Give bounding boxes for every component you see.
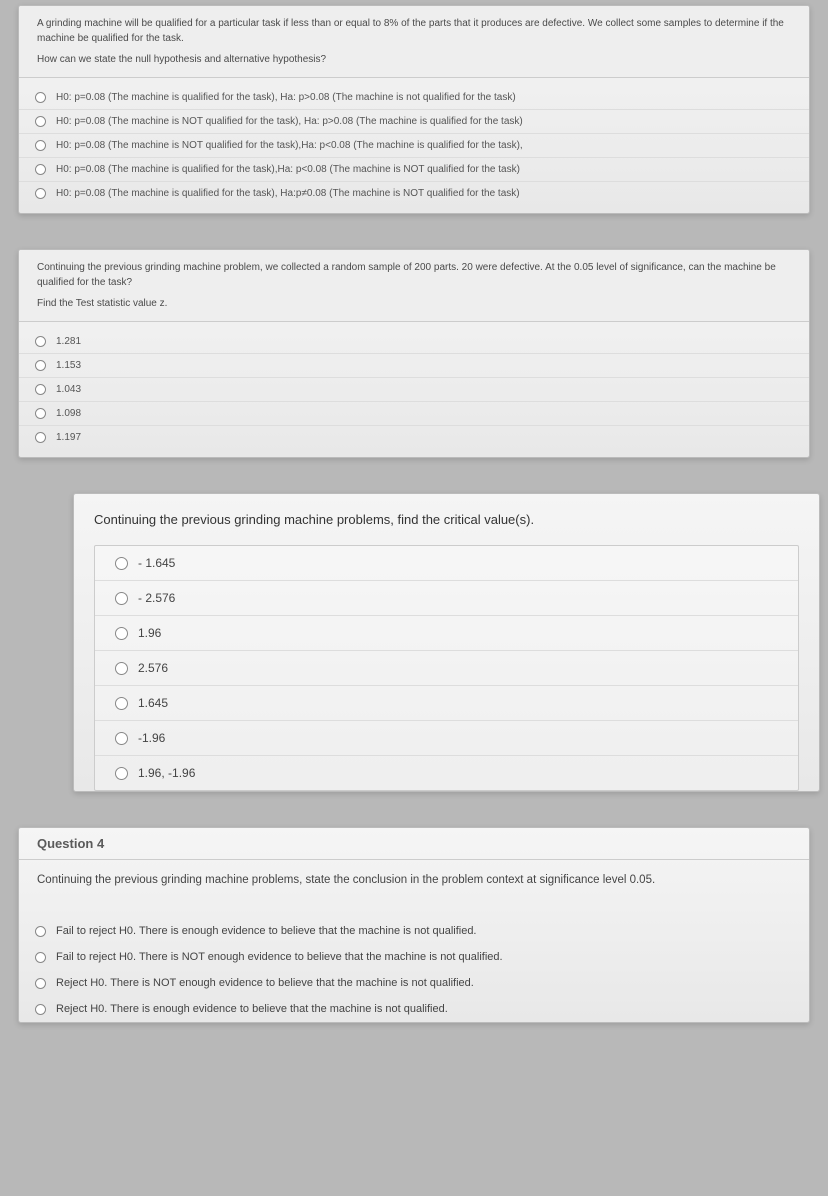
radio-icon [35,978,46,989]
q3-option[interactable]: 1.645 [95,686,798,721]
option-label: Fail to reject H0. There is enough evide… [56,925,477,937]
radio-icon [35,384,46,395]
q1-option[interactable]: H0: p=0.08 (The machine is qualified for… [19,158,809,182]
radio-icon [35,188,46,199]
option-label: Fail to reject H0. There is NOT enough e… [56,951,503,963]
radio-icon [35,92,46,103]
question-1-header: A grinding machine will be qualified for… [19,6,809,78]
option-label: 2.576 [138,661,168,675]
q4-option[interactable]: Reject H0. There is enough evidence to b… [19,996,809,1022]
option-label: H0: p=0.08 (The machine is qualified for… [56,92,516,103]
radio-icon [115,662,128,675]
option-label: H0: p=0.08 (The machine is qualified for… [56,164,520,175]
option-label: H0: p=0.08 (The machine is NOT qualified… [56,116,523,127]
option-label: 1.96 [138,626,161,640]
q3-option[interactable]: 2.576 [95,651,798,686]
q3-option[interactable]: - 1.645 [95,546,798,581]
q3-option[interactable]: 1.96, -1.96 [95,756,798,790]
question-1-card: A grinding machine will be qualified for… [18,5,810,214]
radio-icon [115,592,128,605]
q2-prompt: Find the Test statistic value z. [37,296,791,311]
option-label: -1.96 [138,731,165,745]
q2-option[interactable]: 1.197 [19,426,809,449]
radio-icon [35,408,46,419]
option-label: 1.043 [56,384,81,395]
option-label: 1.098 [56,408,81,419]
q2-option[interactable]: 1.153 [19,354,809,378]
q3-prompt: Continuing the previous grinding machine… [94,512,799,527]
question-2-header: Continuing the previous grinding machine… [19,250,809,322]
option-label: 1.197 [56,432,81,443]
q2-options: 1.281 1.153 1.043 1.098 1.197 [19,322,809,457]
q1-option[interactable]: H0: p=0.08 (The machine is qualified for… [19,182,809,205]
q4-option[interactable]: Reject H0. There is NOT enough evidence … [19,970,809,996]
question-4-card: Question 4 Continuing the previous grind… [18,827,810,1023]
q1-option[interactable]: H0: p=0.08 (The machine is qualified for… [19,86,809,110]
question-4-body: Continuing the previous grinding machine… [19,860,809,906]
q4-options: Fail to reject H0. There is enough evide… [19,906,809,1022]
q2-desc: Continuing the previous grinding machine… [37,260,791,290]
q4-title: Question 4 [19,828,809,860]
option-label: 1.96, -1.96 [138,766,195,780]
q1-desc: A grinding machine will be qualified for… [37,16,791,46]
q4-option[interactable]: Fail to reject H0. There is NOT enough e… [19,944,809,970]
q3-option[interactable]: -1.96 [95,721,798,756]
q4-option[interactable]: Fail to reject H0. There is enough evide… [19,918,809,944]
q1-option[interactable]: H0: p=0.08 (The machine is NOT qualified… [19,110,809,134]
radio-icon [35,926,46,937]
radio-icon [35,360,46,371]
q4-prompt: Continuing the previous grinding machine… [37,874,791,886]
option-label: 1.645 [138,696,168,710]
q1-option[interactable]: H0: p=0.08 (The machine is NOT qualified… [19,134,809,158]
option-label: 1.153 [56,360,81,371]
q3-option[interactable]: - 2.576 [95,581,798,616]
radio-icon [35,164,46,175]
question-3-card: Continuing the previous grinding machine… [73,493,820,792]
radio-icon [115,697,128,710]
q3-option[interactable]: 1.96 [95,616,798,651]
q2-option[interactable]: 1.281 [19,330,809,354]
radio-icon [35,1004,46,1015]
radio-icon [35,116,46,127]
radio-icon [115,627,128,640]
option-label: H0: p=0.08 (The machine is NOT qualified… [56,140,523,151]
radio-icon [35,432,46,443]
q1-prompt: How can we state the null hypothesis and… [37,52,791,67]
radio-icon [35,952,46,963]
q2-option[interactable]: 1.043 [19,378,809,402]
question-2-card: Continuing the previous grinding machine… [18,249,810,458]
question-3-body: Continuing the previous grinding machine… [74,494,819,791]
option-label: Reject H0. There is enough evidence to b… [56,1003,448,1015]
radio-icon [35,140,46,151]
option-label: - 1.645 [138,556,175,570]
option-label: - 2.576 [138,591,175,605]
radio-icon [35,336,46,347]
q1-options: H0: p=0.08 (The machine is qualified for… [19,78,809,213]
q3-options: - 1.645 - 2.576 1.96 2.576 1.645 -1.96 1… [94,545,799,791]
radio-icon [115,732,128,745]
option-label: Reject H0. There is NOT enough evidence … [56,977,474,989]
radio-icon [115,767,128,780]
option-label: 1.281 [56,336,81,347]
radio-icon [115,557,128,570]
option-label: H0: p=0.08 (The machine is qualified for… [56,188,520,199]
q2-option[interactable]: 1.098 [19,402,809,426]
